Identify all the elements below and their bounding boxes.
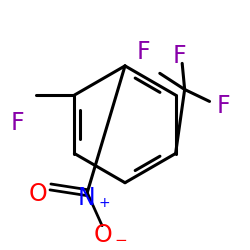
Text: +: +: [98, 196, 110, 209]
Text: F: F: [173, 44, 186, 68]
Text: F: F: [217, 94, 230, 118]
Text: O: O: [93, 223, 112, 247]
Text: F: F: [11, 111, 24, 135]
Text: −: −: [114, 233, 127, 248]
Text: O: O: [29, 182, 48, 206]
Text: F: F: [136, 40, 150, 64]
Text: N: N: [78, 186, 95, 210]
